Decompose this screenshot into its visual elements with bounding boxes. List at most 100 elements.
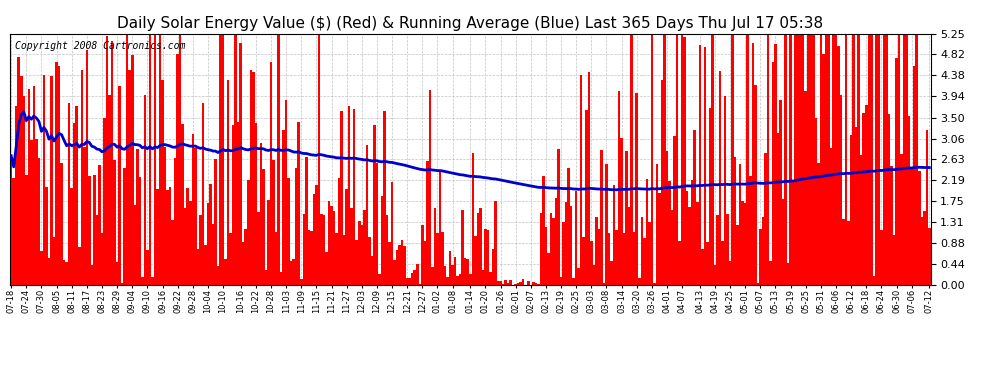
Bar (489, 272, 492, 285)
Bar (645, 178, 648, 285)
Bar (759, 228, 761, 285)
Bar (272, 160, 275, 285)
Bar (313, 194, 315, 285)
Bar (328, 201, 331, 285)
Bar (918, 171, 921, 285)
Bar (671, 210, 673, 285)
Bar (139, 177, 141, 285)
Bar (179, 32, 181, 285)
Bar (375, 164, 378, 285)
Bar (456, 276, 459, 285)
Bar (336, 232, 338, 285)
Bar (469, 273, 471, 285)
Bar (557, 149, 559, 285)
Bar (41, 251, 43, 285)
Bar (297, 122, 300, 285)
Bar (85, 50, 88, 285)
Bar (280, 272, 282, 285)
Bar (797, 28, 800, 285)
Bar (391, 182, 393, 285)
Bar (631, 22, 633, 285)
Bar (855, 127, 857, 285)
Bar (57, 66, 60, 285)
Bar (161, 80, 163, 285)
Bar (442, 232, 444, 285)
Bar (18, 57, 20, 285)
Bar (70, 188, 73, 285)
Bar (60, 163, 63, 285)
Bar (219, 26, 222, 285)
Bar (144, 95, 147, 285)
Bar (341, 111, 343, 285)
Bar (248, 180, 249, 285)
Bar (572, 278, 575, 285)
Bar (616, 230, 618, 285)
Bar (792, 182, 794, 285)
Bar (15, 106, 18, 285)
Bar (906, 22, 908, 285)
Bar (434, 208, 437, 285)
Text: Copyright 2008 Cartronics.com: Copyright 2008 Cartronics.com (15, 41, 185, 51)
Bar (80, 70, 83, 285)
Bar (686, 191, 688, 285)
Bar (543, 176, 545, 285)
Bar (608, 233, 610, 285)
Bar (916, 22, 918, 285)
Bar (240, 43, 242, 285)
Bar (414, 270, 416, 285)
Bar (358, 221, 360, 285)
Bar (756, 283, 759, 285)
Bar (729, 261, 732, 285)
Bar (585, 110, 587, 285)
Bar (43, 75, 46, 285)
Bar (817, 163, 820, 285)
Bar (355, 240, 358, 285)
Bar (805, 92, 807, 285)
Bar (628, 207, 631, 285)
Bar (494, 201, 497, 285)
Bar (535, 283, 538, 285)
Bar (28, 89, 30, 285)
Bar (699, 45, 701, 285)
Bar (350, 209, 353, 285)
Bar (650, 22, 653, 285)
Bar (567, 168, 570, 285)
Bar (285, 100, 287, 285)
Bar (716, 215, 719, 285)
Bar (711, 22, 714, 285)
Bar (365, 146, 368, 285)
Bar (833, 22, 835, 285)
Bar (587, 72, 590, 285)
Bar (507, 283, 509, 285)
Bar (204, 245, 207, 285)
Bar (398, 245, 401, 285)
Bar (416, 264, 419, 285)
Bar (668, 181, 671, 285)
Bar (166, 190, 169, 285)
Bar (197, 249, 199, 285)
Bar (235, 22, 237, 285)
Bar (370, 256, 373, 285)
Bar (774, 44, 777, 285)
Bar (171, 220, 174, 285)
Bar (603, 283, 605, 285)
Bar (743, 202, 746, 285)
Bar (181, 124, 184, 285)
Bar (626, 151, 628, 285)
Bar (476, 213, 479, 285)
Bar (706, 242, 709, 285)
Bar (461, 210, 464, 285)
Bar (429, 90, 432, 285)
Bar (852, 22, 855, 285)
Bar (794, 22, 797, 285)
Bar (464, 258, 466, 285)
Bar (807, 22, 810, 285)
Bar (487, 230, 489, 285)
Bar (636, 93, 638, 285)
Bar (835, 22, 838, 285)
Bar (331, 206, 333, 285)
Bar (847, 221, 849, 285)
Bar (532, 282, 535, 285)
Bar (877, 22, 880, 285)
Bar (453, 257, 456, 285)
